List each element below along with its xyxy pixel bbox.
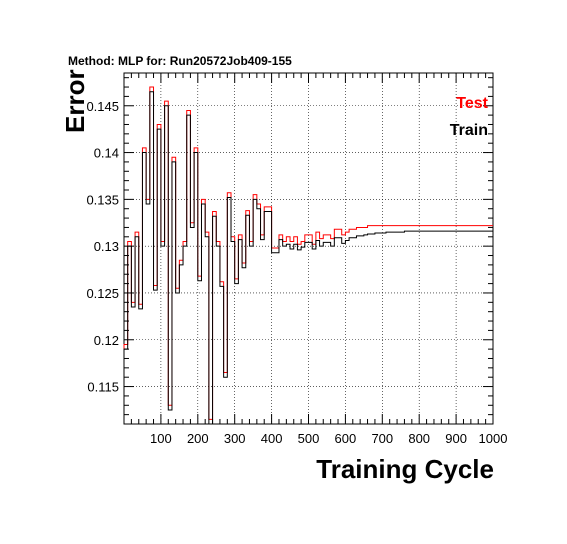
x-tick-label: 400 <box>261 431 283 446</box>
series-line-train <box>123 91 493 425</box>
chart-title: Method: MLP for: Run20572Job409-155 <box>68 54 292 68</box>
y-tick-label: 0.135 <box>86 192 119 207</box>
x-tick-label: 100 <box>150 431 172 446</box>
y-tick-label: 0.145 <box>86 99 119 114</box>
y-axis-title: Error <box>60 69 90 133</box>
x-tick-label: 500 <box>298 431 320 446</box>
x-tick-label: 600 <box>335 431 357 446</box>
axis-ticks <box>124 73 494 425</box>
y-tick-label: 0.12 <box>94 333 119 348</box>
y-tick-label: 0.14 <box>94 146 119 161</box>
x-tick-label: 200 <box>187 431 209 446</box>
x-tick-label: 900 <box>445 431 467 446</box>
x-axis-title: Training Cycle <box>316 454 494 484</box>
x-tick-label: 800 <box>408 431 430 446</box>
legend-entry-train: Train <box>450 122 488 139</box>
x-tick-label: 300 <box>224 431 246 446</box>
x-tick-label: 1000 <box>479 431 508 446</box>
legend-entry-test: Test <box>456 95 488 112</box>
y-tick-label: 0.13 <box>94 239 119 254</box>
legend: Test Train <box>450 95 489 139</box>
x-tick-label: 700 <box>371 431 393 446</box>
tick-labels: 100 200 300 400 500 600 700 800 900 1000 0.115 0.12… <box>86 99 507 446</box>
y-tick-label: 0.125 <box>86 286 119 301</box>
y-tick-label: 0.115 <box>87 380 119 395</box>
series-layer <box>123 86 493 425</box>
